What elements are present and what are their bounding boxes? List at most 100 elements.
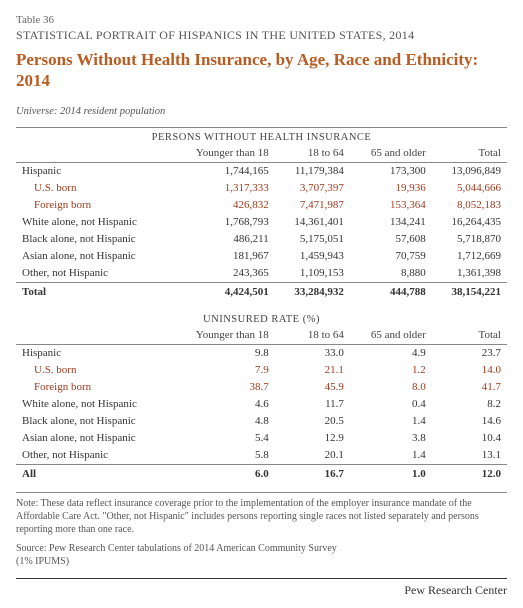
cell-value: 16,264,435	[432, 214, 507, 231]
table-number: Table 36	[16, 14, 507, 26]
table-row: U.S. born7.921.11.214.0	[16, 362, 507, 379]
section2-total-row: All 6.0 16.7 1.0 12.0	[16, 464, 507, 486]
cell-value: 7,471,987	[275, 197, 350, 214]
cell-value: 1.4	[350, 413, 432, 430]
cell-value: 1,109,153	[275, 265, 350, 283]
document-title: STATISTICAL PORTRAIT OF HISPANICS IN THE…	[16, 28, 507, 43]
table-row: Other, not Hispanic243,3651,109,1538,880…	[16, 265, 507, 283]
cell-value: 1,459,943	[275, 248, 350, 265]
total-val: 444,788	[350, 282, 432, 304]
cell-value: 9.8	[171, 344, 275, 362]
table-row: Other, not Hispanic5.820.11.413.1	[16, 447, 507, 465]
note-text: Note: These data reflect insurance cover…	[16, 492, 507, 536]
footer-brand: Pew Research Center	[16, 578, 507, 598]
row-label: Other, not Hispanic	[16, 265, 171, 283]
data-table: PERSONS WITHOUT HEALTH INSURANCE Younger…	[16, 127, 507, 486]
table-row: Black alone, not Hispanic4.820.51.414.6	[16, 413, 507, 430]
row-label: Black alone, not Hispanic	[16, 231, 171, 248]
cell-value: 70,759	[350, 248, 432, 265]
all-val: 6.0	[171, 464, 275, 486]
total-val: 4,424,501	[171, 282, 275, 304]
cell-value: 5.8	[171, 447, 275, 465]
all-val: 16.7	[275, 464, 350, 486]
cell-value: 10.4	[432, 430, 507, 447]
cell-value: 7.9	[171, 362, 275, 379]
cell-value: 426,832	[171, 197, 275, 214]
cell-value: 14.0	[432, 362, 507, 379]
cell-value: 4.8	[171, 413, 275, 430]
all-val: 12.0	[432, 464, 507, 486]
row-label: Hispanic	[16, 162, 171, 180]
cell-value: 4.6	[171, 396, 275, 413]
cell-value: 173,300	[350, 162, 432, 180]
cell-value: 14,361,401	[275, 214, 350, 231]
cell-value: 8.2	[432, 396, 507, 413]
cell-value: 12.9	[275, 430, 350, 447]
table-row: Black alone, not Hispanic486,2115,175,05…	[16, 231, 507, 248]
cell-value: 13,096,849	[432, 162, 507, 180]
cell-value: 33.0	[275, 344, 350, 362]
row-label: Asian alone, not Hispanic	[16, 430, 171, 447]
cell-value: 5,718,870	[432, 231, 507, 248]
cell-value: 19,936	[350, 180, 432, 197]
section1-total-row: Total 4,424,501 33,284,932 444,788 38,15…	[16, 282, 507, 304]
table-row: Foreign born426,8327,471,987153,3648,052…	[16, 197, 507, 214]
cell-value: 1,712,669	[432, 248, 507, 265]
cell-value: 1,361,398	[432, 265, 507, 283]
universe-text: Universe: 2014 resident population	[16, 106, 507, 117]
col-total: Total	[432, 145, 507, 163]
col-18-64: 18 to 64	[275, 327, 350, 345]
row-label: Black alone, not Hispanic	[16, 413, 171, 430]
cell-value: 45.9	[275, 379, 350, 396]
cell-value: 21.1	[275, 362, 350, 379]
cell-value: 4.9	[350, 344, 432, 362]
cell-value: 134,241	[350, 214, 432, 231]
cell-value: 23.7	[432, 344, 507, 362]
cell-value: 13.1	[432, 447, 507, 465]
cell-value: 41.7	[432, 379, 507, 396]
row-label: Foreign born	[16, 197, 171, 214]
table-row: Hispanic9.833.04.923.7	[16, 344, 507, 362]
cell-value: 1,744,165	[171, 162, 275, 180]
cell-value: 8,052,183	[432, 197, 507, 214]
cell-value: 1.2	[350, 362, 432, 379]
cell-value: 20.5	[275, 413, 350, 430]
cell-value: 0.4	[350, 396, 432, 413]
row-label: White alone, not Hispanic	[16, 214, 171, 231]
total-val: 33,284,932	[275, 282, 350, 304]
row-label: U.S. born	[16, 362, 171, 379]
row-label: Other, not Hispanic	[16, 447, 171, 465]
cell-value: 3,707,397	[275, 180, 350, 197]
table-row: Foreign born38.745.98.041.7	[16, 379, 507, 396]
cell-value: 243,365	[171, 265, 275, 283]
row-label: Foreign born	[16, 379, 171, 396]
row-label: Asian alone, not Hispanic	[16, 248, 171, 265]
col-younger: Younger than 18	[171, 145, 275, 163]
row-label: Hispanic	[16, 344, 171, 362]
cell-value: 1,768,793	[171, 214, 275, 231]
section1-title: PERSONS WITHOUT HEALTH INSURANCE	[16, 127, 507, 145]
cell-value: 11,179,384	[275, 162, 350, 180]
cell-value: 1,317,333	[171, 180, 275, 197]
column-headers: Younger than 18 18 to 64 65 and older To…	[16, 327, 507, 345]
cell-value: 11.7	[275, 396, 350, 413]
table-row: White alone, not Hispanic4.611.70.48.2	[16, 396, 507, 413]
cell-value: 57,608	[350, 231, 432, 248]
col-65-older: 65 and older	[350, 145, 432, 163]
column-headers: Younger than 18 18 to 64 65 and older To…	[16, 145, 507, 163]
total-label: Total	[16, 282, 171, 304]
cell-value: 14.6	[432, 413, 507, 430]
col-65-older: 65 and older	[350, 327, 432, 345]
col-total: Total	[432, 327, 507, 345]
cell-value: 5.4	[171, 430, 275, 447]
section2-title: UNINSURED RATE (%)	[16, 310, 507, 327]
table-row: White alone, not Hispanic1,768,79314,361…	[16, 214, 507, 231]
cell-value: 8,880	[350, 265, 432, 283]
col-younger: Younger than 18	[171, 327, 275, 345]
cell-value: 1.4	[350, 447, 432, 465]
table-row: Asian alone, not Hispanic5.412.93.810.4	[16, 430, 507, 447]
row-label: White alone, not Hispanic	[16, 396, 171, 413]
all-label: All	[16, 464, 171, 486]
row-label: U.S. born	[16, 180, 171, 197]
cell-value: 5,044,666	[432, 180, 507, 197]
